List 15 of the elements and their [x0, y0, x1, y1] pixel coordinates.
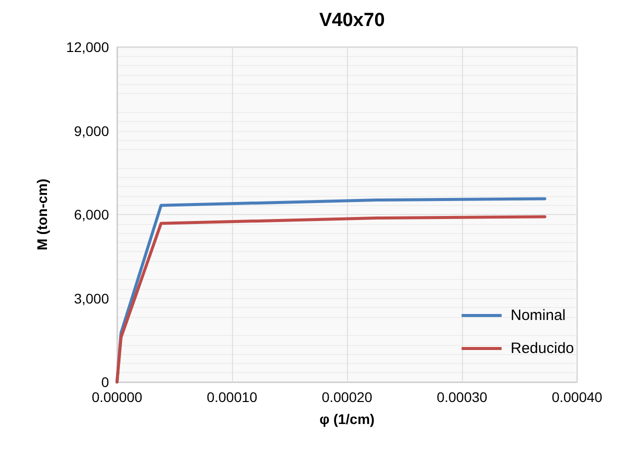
- x-tick-label: 0.00000: [92, 389, 143, 405]
- x-tick-label: 0.00010: [206, 389, 258, 405]
- y-tick-label: 6,000: [74, 206, 110, 222]
- x-axis-title: φ (1/cm): [319, 411, 375, 427]
- x-tick-label: 0.00030: [436, 389, 488, 405]
- x-tick-label: 0.00040: [552, 389, 603, 405]
- chart-title: V40x70: [319, 10, 385, 31]
- legend-label: Nominal: [510, 307, 566, 324]
- y-tick-label: 3,000: [74, 290, 110, 306]
- legend-label: Reducido: [510, 340, 574, 357]
- y-axis-title: M (ton-cm): [34, 178, 50, 250]
- y-tick-label: 0: [101, 374, 110, 390]
- y-tick-label: 9,000: [74, 122, 110, 139]
- y-tick-label: 12,000: [66, 39, 110, 55]
- x-tick-label: 0.00020: [322, 389, 373, 405]
